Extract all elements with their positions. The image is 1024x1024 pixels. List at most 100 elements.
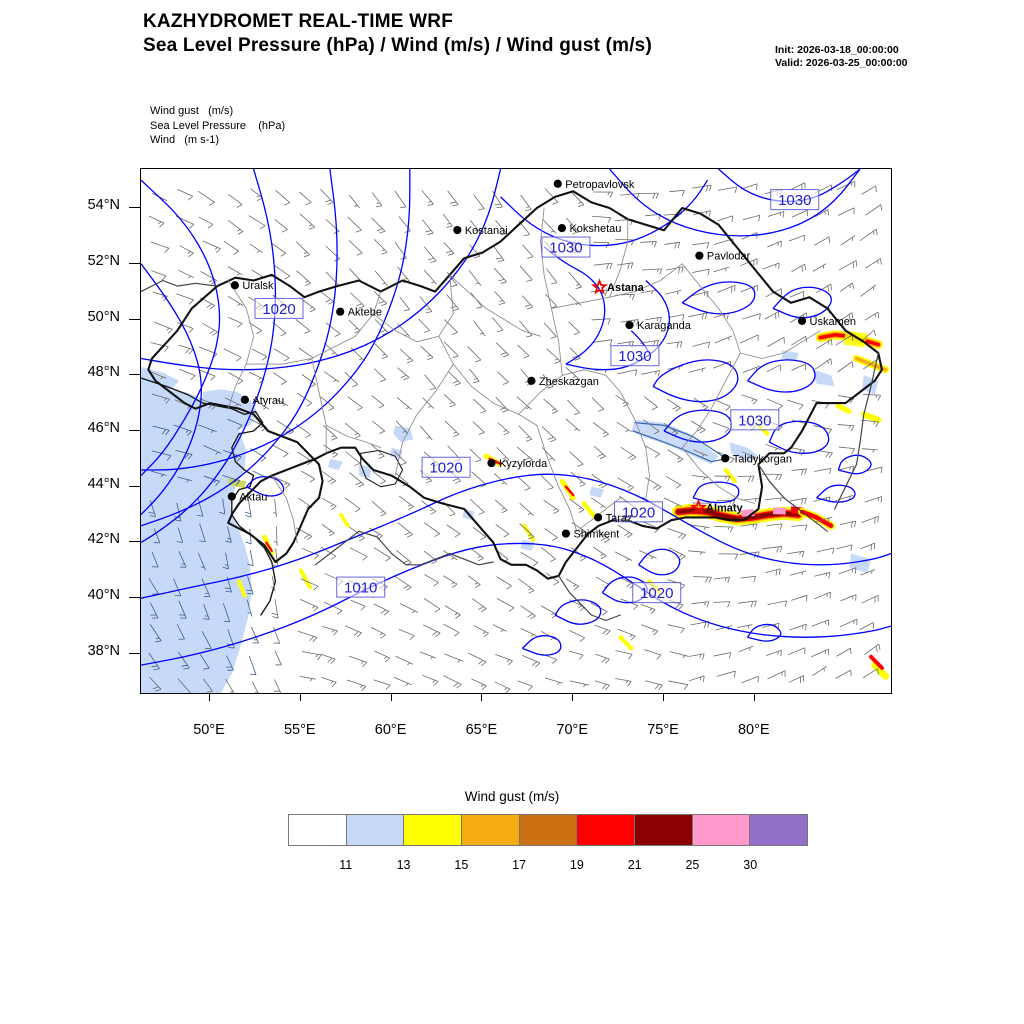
latitude-tick-label: 42°N: [87, 531, 120, 548]
page-subtitle: Sea Level Pressure (hPa) / Wind (m/s) / …: [143, 35, 652, 56]
city-label: Taraz: [606, 512, 633, 524]
latitude-tick-label: 38°N: [87, 642, 120, 659]
pressure-contour-label: 1030: [618, 348, 651, 365]
longitude-tick-label: 75°E: [647, 722, 679, 738]
longitude-tick-label: 70°E: [556, 722, 588, 738]
colorbar-cell: [462, 815, 520, 845]
city-label: Shimkent: [573, 529, 619, 541]
latitude-tick-label: 54°N: [87, 197, 120, 214]
city-label: Kostanai: [465, 225, 508, 237]
colorbar-cell: [404, 815, 463, 845]
colorbar-cell: [577, 815, 636, 845]
pressure-contour-label: 1020: [429, 460, 462, 477]
colorbar: [288, 814, 808, 846]
latitude-tick-mark: [129, 318, 140, 320]
colorbar-tick-label: 11: [339, 858, 353, 872]
colorbar-cell: [692, 815, 751, 845]
colorbar-tick-label: 15: [454, 858, 469, 872]
colorbar-title: Wind gust (m/s): [464, 789, 560, 804]
pressure-contour-label: 1030: [549, 240, 582, 257]
variable-legend-item-wind: Wind (m s-1): [150, 134, 220, 146]
latitude-tick-mark: [129, 374, 140, 376]
latitude-tick-label: 50°N: [87, 308, 120, 325]
longitude-tick-mark: [299, 693, 301, 701]
city-label: Kokshetau: [569, 223, 621, 235]
latitude-tick-mark: [129, 652, 140, 654]
colorbar-tick-label: 19: [569, 858, 584, 872]
pressure-contour-layer: [141, 169, 891, 666]
city-label: Zheskazgan: [539, 376, 599, 388]
latitude-tick-label: 44°N: [87, 475, 120, 492]
city-dot-icon: [721, 454, 730, 463]
pressure-contour-label: 1020: [262, 301, 295, 318]
city-dot-icon: [561, 529, 571, 538]
city-dot-icon: [557, 223, 567, 233]
weather-map: 1030 1030 1020 1030 1030 1020 1020 1020 1010 Pet…: [140, 168, 892, 694]
city-marker-layer: Petropavlovsk Kostanai Kokshetau Pavlodar Ur…: [227, 179, 856, 541]
variable-legend-item-slp: Sea Level Pressure (hPa): [150, 119, 286, 132]
city-dot-icon: [240, 395, 249, 404]
colorbar-tick-labels: 11 13 15 17 19 21 25 30: [288, 858, 808, 878]
colorbar-cell: [289, 815, 347, 845]
city-dot-icon: [695, 251, 704, 260]
city-dot-icon: [453, 225, 462, 235]
city-label: Petropavlovsk: [565, 179, 635, 191]
colorbar-cell: [519, 815, 578, 845]
latitude-tick-label: 48°N: [87, 364, 120, 381]
latitude-tick-mark: [129, 485, 140, 487]
longitude-tick-label: 80°E: [737, 722, 770, 738]
city-dot-icon: [527, 376, 536, 385]
pressure-contour-label: 1020: [640, 585, 673, 602]
longitude-tick-mark: [663, 693, 664, 701]
latitude-tick-label: 52°N: [87, 252, 120, 269]
colorbar-tick-label: 13: [396, 858, 411, 872]
longitude-tick-mark: [753, 693, 755, 701]
city-label: Astana: [607, 282, 645, 294]
latitude-tick-mark: [129, 207, 140, 209]
variable-legend-item-gust: Wind gust (m/s): [150, 105, 234, 117]
city-label: Aktau: [239, 492, 267, 504]
longitude-tick-mark: [572, 693, 574, 701]
wind-gust-shading-layer: [141, 330, 890, 693]
pressure-contour-label: 1010: [344, 580, 377, 597]
city-label: Aktebe: [348, 307, 382, 319]
variable-legend: Wind gust (m/s) Sea Level Pressure (hPa)…: [150, 104, 285, 148]
city-dot-icon: [593, 513, 603, 522]
city-dot-icon: [487, 458, 496, 468]
colorbar-tick-label: 30: [743, 858, 758, 872]
longitude-tick-label: 60°E: [374, 722, 407, 738]
title-block: KAZHYDROMET REAL-TIME WRF Sea Level Pres…: [143, 10, 652, 58]
longitude-tick-label: 50°E: [193, 722, 225, 738]
longitude-tick-label: 55°E: [283, 722, 316, 738]
pressure-contour-label: 1020: [622, 504, 655, 521]
longitude-tick-mark: [209, 693, 210, 701]
latitude-tick-mark: [129, 597, 140, 599]
city-dot-icon: [227, 492, 236, 501]
latitude-tick-label: 40°N: [87, 587, 120, 604]
wind-barb-layer: [148, 180, 883, 693]
colorbar-tick-label: 25: [685, 858, 700, 872]
latitude-tick-mark: [129, 262, 140, 264]
colorbar-tick-label: 17: [512, 858, 527, 872]
colorbar-cell: [346, 815, 405, 845]
city-label: Karaganda: [637, 320, 692, 332]
pressure-label-layer: 1030 1030 1020 1030 1030 1020 1020 1020 1010: [254, 189, 820, 604]
pressure-contour-label: 1030: [738, 412, 771, 429]
colorbar-cell: [635, 815, 693, 845]
city-label: Uralsk: [242, 280, 274, 292]
city-dot-icon: [797, 316, 807, 326]
colorbar-tick-label: 21: [627, 858, 642, 872]
city-label: Almaty: [706, 503, 744, 515]
valid-time-label: Valid: 2026-03-25_00:00:00: [775, 57, 908, 69]
city-label: Kyzylorda: [499, 458, 548, 470]
init-time-label: Init: 2026-03-18_00:00:00: [775, 44, 899, 56]
city-label: Taldykorgan: [733, 453, 792, 465]
city-dot-icon: [553, 179, 562, 188]
city-dot-icon: [625, 320, 634, 330]
country-border-layer: [141, 190, 883, 622]
capital-star-icon: [591, 278, 608, 295]
longitude-tick-mark: [481, 693, 483, 701]
city-label: Pavlodar: [707, 251, 751, 263]
city-dot-icon: [336, 307, 345, 316]
city-label: Uskamen: [810, 316, 856, 328]
